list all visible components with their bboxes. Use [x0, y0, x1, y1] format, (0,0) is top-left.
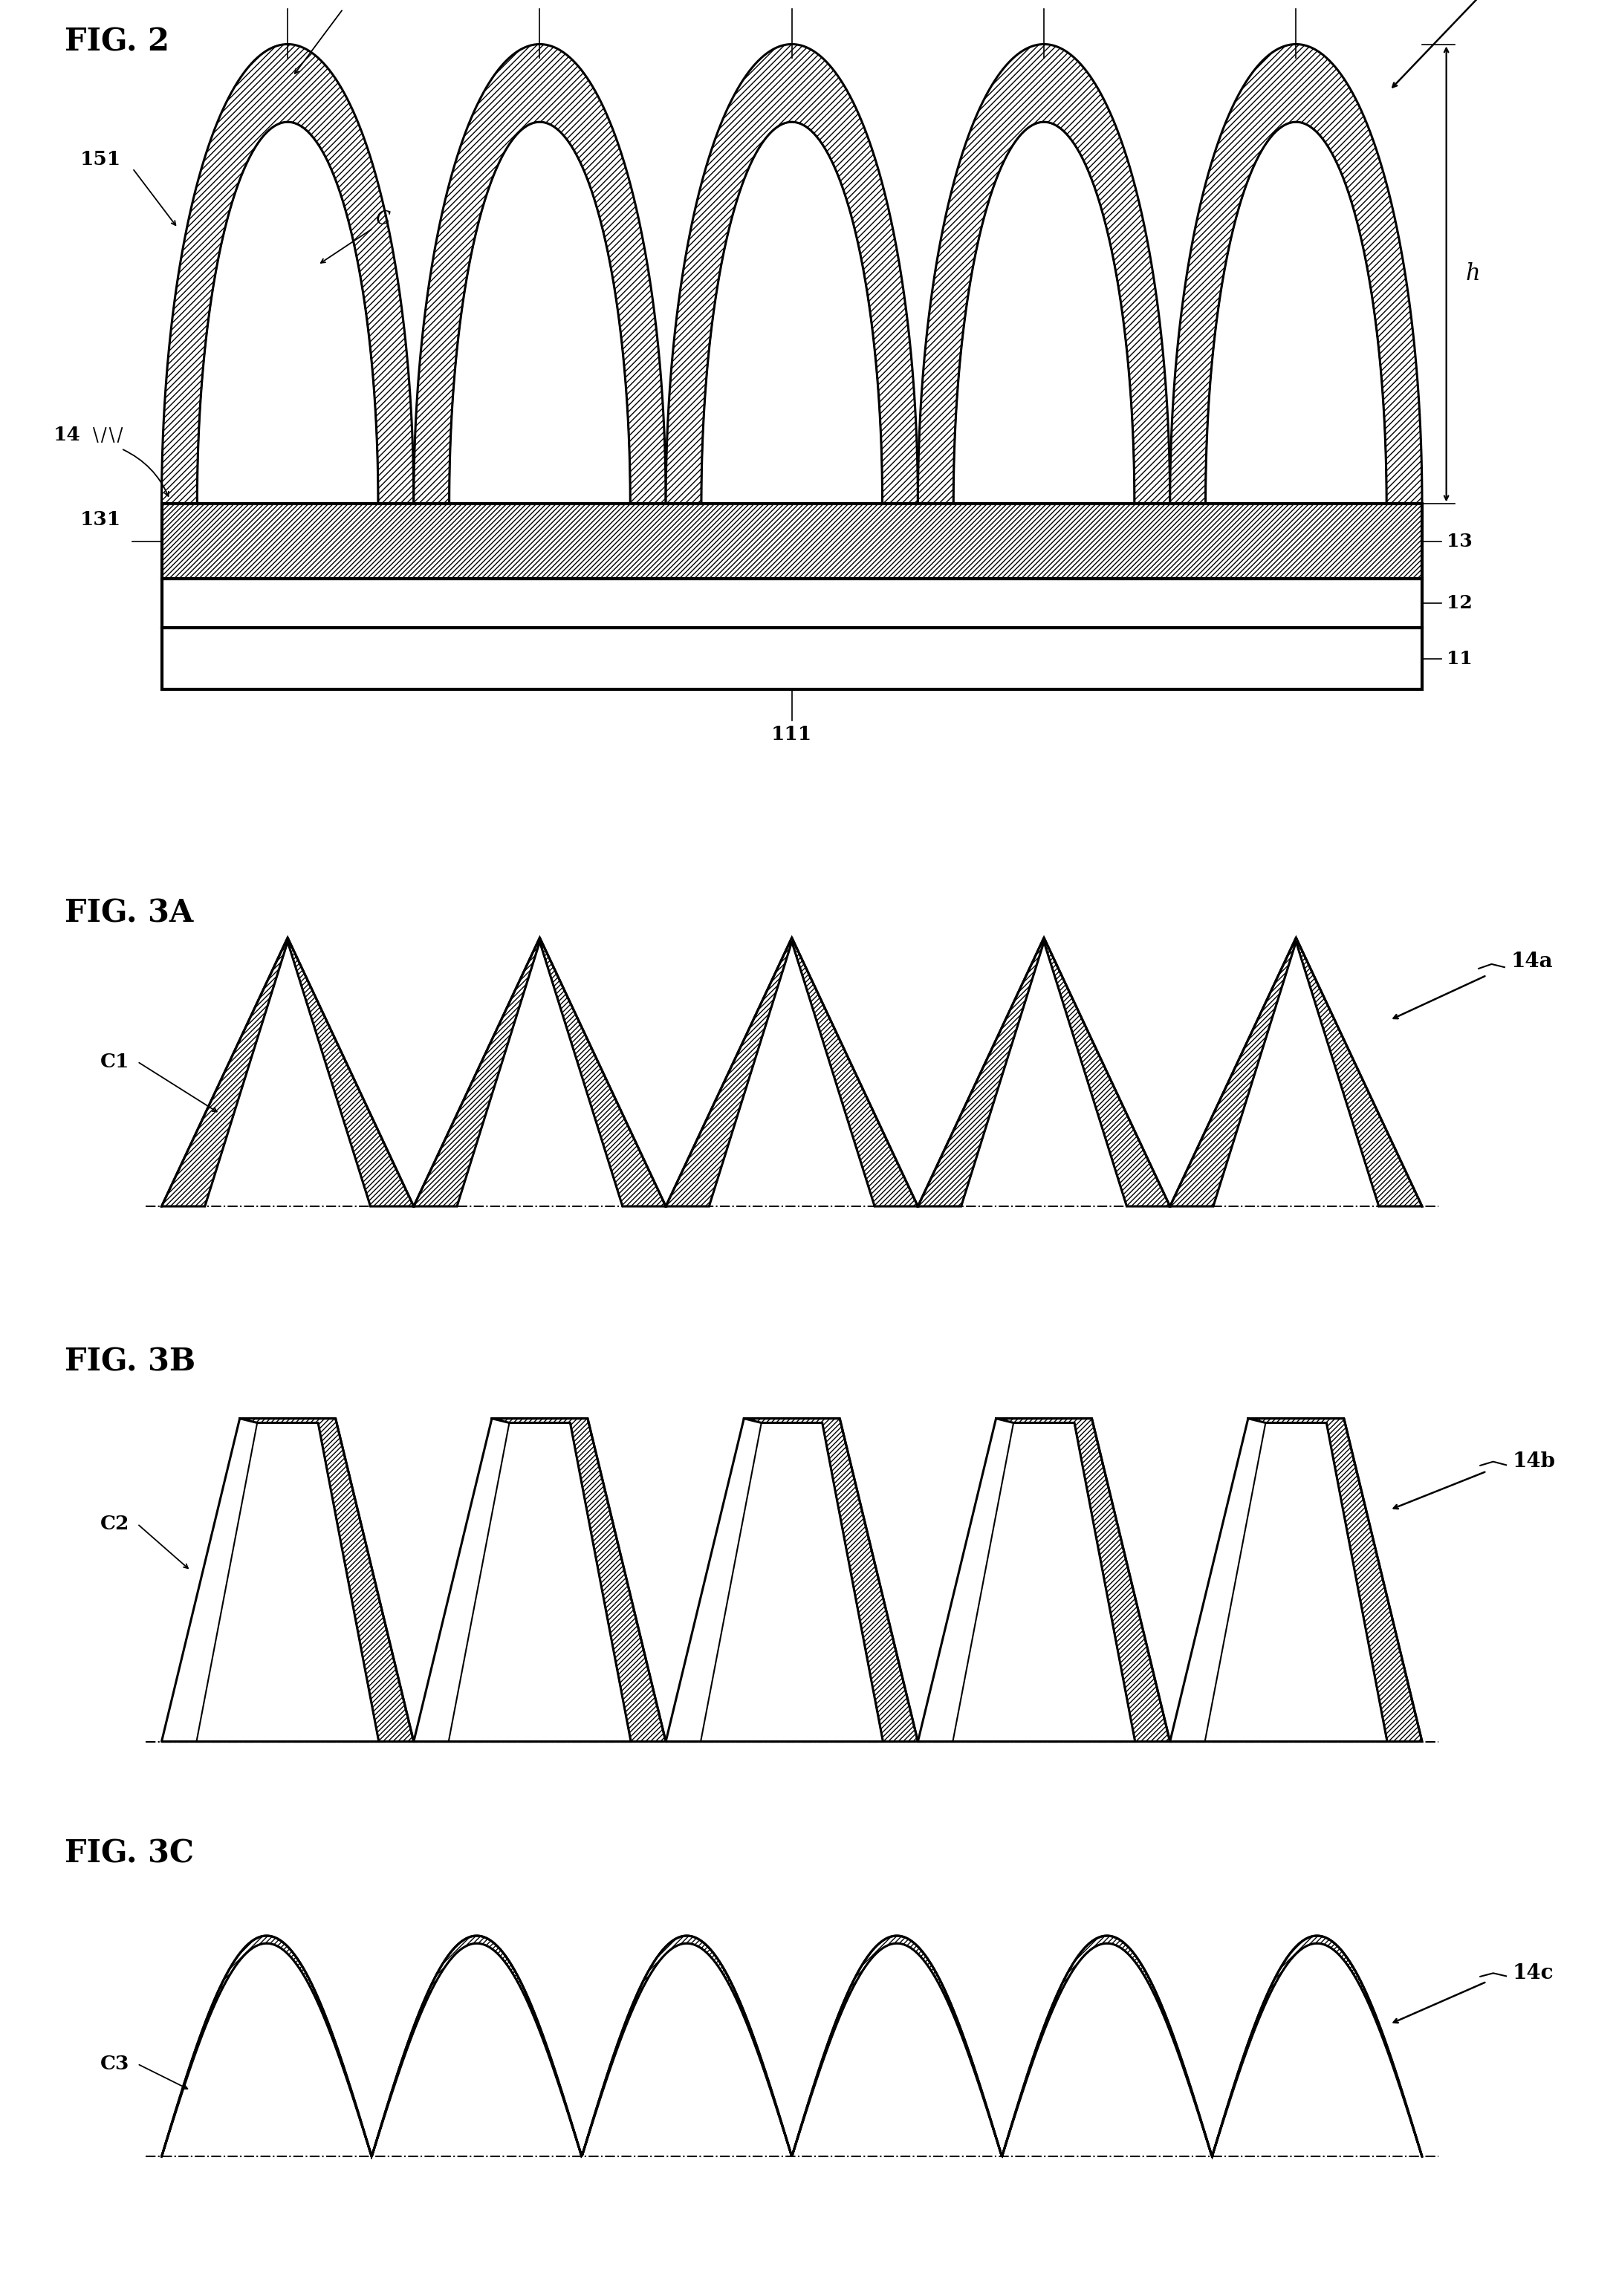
Text: FIG. 2: FIG. 2	[65, 28, 170, 57]
Bar	[162, 503, 1422, 579]
Text: 14a: 14a	[1511, 953, 1553, 971]
Polygon shape	[918, 44, 1170, 503]
Polygon shape	[918, 937, 1170, 1205]
Text: 14b: 14b	[1513, 1451, 1556, 1472]
Text: 11: 11	[1446, 650, 1472, 668]
Text: h: h	[1466, 262, 1480, 285]
Polygon shape	[162, 44, 414, 503]
Text: 111: 111	[771, 726, 813, 744]
Polygon shape	[414, 44, 666, 503]
Bar	[162, 627, 1422, 689]
Text: FIG. 3C: FIG. 3C	[65, 1839, 194, 1869]
Text: 12: 12	[1446, 595, 1472, 613]
Polygon shape	[414, 937, 666, 1205]
Text: FIG. 3A: FIG. 3A	[65, 898, 194, 928]
Text: C: C	[377, 209, 391, 227]
Polygon shape	[162, 937, 414, 1205]
Text: 14: 14	[53, 425, 81, 443]
Text: C3: C3	[100, 2055, 129, 2073]
Polygon shape	[666, 1419, 918, 1740]
Text: FIG. 3B: FIG. 3B	[65, 1345, 196, 1378]
Text: C1: C1	[100, 1052, 129, 1070]
Polygon shape	[918, 1419, 1170, 1740]
Polygon shape	[1170, 1419, 1422, 1740]
Polygon shape	[1170, 937, 1422, 1205]
Polygon shape	[666, 937, 918, 1205]
Text: 14c: 14c	[1513, 1963, 1555, 1984]
Polygon shape	[1170, 44, 1422, 503]
Polygon shape	[414, 1419, 666, 1740]
Text: C2: C2	[100, 1515, 129, 1534]
Polygon shape	[162, 1419, 414, 1740]
Text: 151: 151	[81, 149, 121, 168]
Text: 131: 131	[81, 510, 121, 528]
Polygon shape	[162, 1936, 1422, 2156]
Text: 13: 13	[1446, 533, 1472, 551]
Bar	[162, 579, 1422, 627]
Polygon shape	[666, 44, 918, 503]
